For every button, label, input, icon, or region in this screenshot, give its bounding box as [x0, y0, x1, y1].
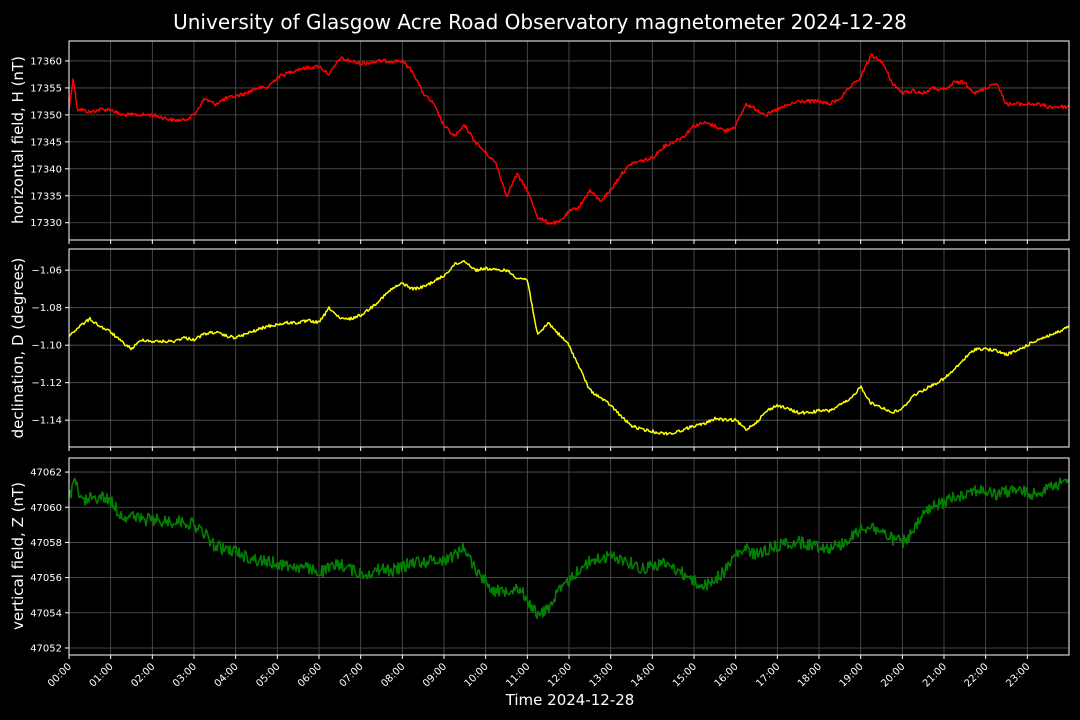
series-line-D	[68, 259, 1070, 436]
x-tick-label: 02:00	[129, 661, 157, 689]
series-line-H	[68, 53, 1070, 226]
x-tick-label: 05:00	[254, 661, 282, 689]
x-tick-label: 23:00	[1004, 661, 1032, 689]
panel-H-frame	[68, 40, 1070, 241]
y-tick-label: 47062	[30, 468, 62, 479]
y-tick-label: 47054	[30, 608, 62, 619]
x-tick-label: 19:00	[838, 661, 866, 689]
panel-D-frame	[68, 248, 1070, 448]
x-tick-label: 04:00	[213, 661, 241, 689]
x-tick-label: 08:00	[379, 661, 407, 689]
x-tick-label: 14:00	[629, 661, 657, 689]
x-axis-label: Time 2024-12-28	[505, 691, 635, 709]
y-tick-label: −1.06	[31, 266, 62, 277]
x-tick-label: 10:00	[463, 661, 491, 689]
y-tick-label: 47056	[30, 573, 62, 584]
x-tick-label: 15:00	[671, 661, 699, 689]
y-tick-label: −1.08	[31, 303, 62, 314]
panel-Z-frame	[68, 457, 1070, 656]
y-tick-label: 17350	[30, 110, 62, 121]
x-tick-label: 06:00	[296, 661, 324, 689]
y-tick-label: 47060	[30, 503, 62, 514]
y-tick-label: 17345	[30, 137, 62, 148]
y-tick-label: 17340	[30, 164, 62, 175]
y-tick-label: 47058	[30, 538, 62, 549]
x-tick-label: 01:00	[88, 661, 116, 689]
x-tick-label: 20:00	[879, 661, 907, 689]
x-tick-label: 12:00	[546, 661, 574, 689]
y-tick-label: −1.10	[31, 341, 62, 352]
y-tick-label: 17330	[30, 218, 62, 229]
x-tick-label: 16:00	[713, 661, 741, 689]
y-tick-label: 17355	[30, 83, 62, 94]
series-line-Z	[68, 477, 1070, 620]
y-tick-label: −1.14	[31, 416, 62, 427]
x-tick-label: 21:00	[921, 661, 949, 689]
y-tick-label: 47052	[30, 643, 62, 654]
x-tick-label: 09:00	[421, 661, 449, 689]
x-tick-label: 22:00	[963, 661, 991, 689]
y-tick-label: 17360	[30, 56, 62, 67]
x-tick-label: 17:00	[754, 661, 782, 689]
x-tick-label: 07:00	[338, 661, 366, 689]
y-tick-label: −1.12	[31, 378, 62, 389]
x-tick-label: 03:00	[171, 661, 199, 689]
chart-title: University of Glasgow Acre Road Observat…	[173, 10, 907, 34]
x-tick-label: 13:00	[588, 661, 616, 689]
x-tick-label: 00:00	[46, 661, 74, 689]
y-tick-label: 17335	[30, 191, 62, 202]
x-tick-label: 18:00	[796, 661, 824, 689]
x-tick-label: 11:00	[504, 661, 532, 689]
